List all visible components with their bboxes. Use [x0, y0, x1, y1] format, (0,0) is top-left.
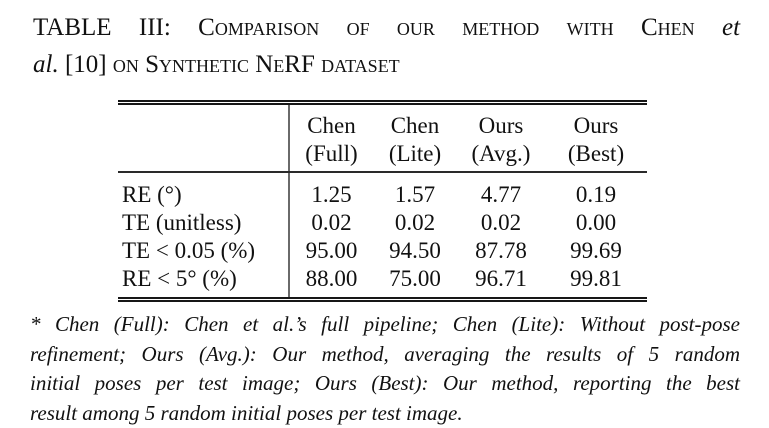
- comparison-table: Chen (Full) Chen (Lite) Ours (Avg.) Ours…: [118, 105, 647, 297]
- footnote-last-line: result among 5 random initial poses per …: [30, 399, 740, 428]
- value-cell: 1.57: [373, 172, 457, 209]
- stub-cell: [118, 105, 289, 172]
- value-cell: 75.00: [373, 265, 457, 297]
- value-cell: 87.78: [457, 237, 545, 265]
- caption-etal-part2: al.: [33, 51, 59, 78]
- value-cell: 95.00: [289, 237, 373, 265]
- footnote-justified-lines: * Chen (Full): Chen et al.’s full pipeli…: [30, 310, 740, 399]
- comparison-table-wrapper: Chen (Full) Chen (Lite) Ours (Avg.) Ours…: [118, 100, 647, 302]
- column-header-line: (Lite): [373, 140, 457, 168]
- caption-line-1: TABLE III: Comparison of our method with…: [33, 9, 740, 46]
- citation-ref[interactable]: [10]: [65, 51, 107, 78]
- value-cell: 99.81: [545, 265, 647, 297]
- column-header-line: Chen: [290, 112, 373, 140]
- paper-page: { "caption": { "label": "TABLE III:", "t…: [0, 9, 769, 428]
- value-cell: 0.02: [373, 209, 457, 237]
- caption-etal-part1: et: [722, 14, 740, 41]
- footnote-line: result among 5 random initial poses per …: [30, 401, 463, 425]
- column-header-line: Chen: [373, 112, 457, 140]
- value-cell: 4.77: [457, 172, 545, 209]
- value-cell: 1.25: [289, 172, 373, 209]
- table-row-re: RE (°) 1.25 1.57 4.77 0.19: [118, 172, 647, 209]
- column-header-line: (Best): [545, 140, 647, 168]
- footnote-line: * Chen (Full): Chen et al.’s full pipeli…: [30, 312, 740, 336]
- row-label: TE < 0.05 (%): [118, 237, 289, 265]
- footnote-line: refinement; Ours (Avg.): Our method, ave…: [30, 342, 740, 366]
- table-row-te: TE (unitless) 0.02 0.02 0.02 0.00: [118, 209, 647, 237]
- caption-title-part2: on Synthetic NeRF dataset: [113, 51, 400, 78]
- column-header-chen-full: Chen (Full): [289, 105, 373, 172]
- column-header-ours-avg: Ours (Avg.): [457, 105, 545, 172]
- caption-title-part1: Comparison of our method with Chen: [198, 14, 694, 41]
- value-cell: 88.00: [289, 265, 373, 297]
- value-cell: 94.50: [373, 237, 457, 265]
- column-header-line: (Avg.): [457, 140, 545, 168]
- value-cell: 96.71: [457, 265, 545, 297]
- caption-label: TABLE III:: [33, 14, 171, 41]
- column-header-chen-lite: Chen (Lite): [373, 105, 457, 172]
- row-label: RE (°): [118, 172, 289, 209]
- row-label: TE (unitless): [118, 209, 289, 237]
- caption-line-2: al. [10] on Synthetic NeRF dataset: [33, 46, 740, 83]
- value-cell: 0.02: [457, 209, 545, 237]
- column-header-line: (Full): [290, 140, 373, 168]
- value-cell: 0.19: [545, 172, 647, 209]
- value-cell: 0.02: [289, 209, 373, 237]
- table-figure: TABLE III: Comparison of our method with…: [0, 9, 769, 428]
- value-cell: 99.69: [545, 237, 647, 265]
- row-label: RE < 5° (%): [118, 265, 289, 297]
- footnote-line: initial poses per test image; Ours (Best…: [30, 371, 740, 395]
- header-row: Chen (Full) Chen (Lite) Ours (Avg.) Ours…: [118, 105, 647, 172]
- table-row-re-threshold: RE < 5° (%) 88.00 75.00 96.71 99.81: [118, 265, 647, 297]
- table-row-te-threshold: TE < 0.05 (%) 95.00 94.50 87.78 99.69: [118, 237, 647, 265]
- column-header-ours-best: Ours (Best): [545, 105, 647, 172]
- column-header-line: Ours: [545, 112, 647, 140]
- value-cell: 0.00: [545, 209, 647, 237]
- table-footnote: * Chen (Full): Chen et al.’s full pipeli…: [30, 310, 740, 428]
- column-header-line: Ours: [457, 112, 545, 140]
- table-caption: TABLE III: Comparison of our method with…: [33, 9, 740, 83]
